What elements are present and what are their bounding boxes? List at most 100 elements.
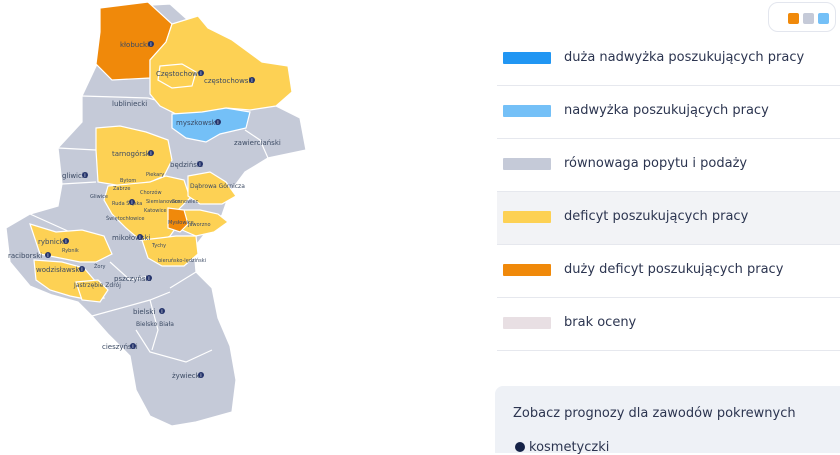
label-czestochowski: częstochowski (204, 77, 254, 85)
info-icon[interactable] (148, 150, 154, 156)
legend-label: duży deficyt poszukujących pracy (564, 262, 784, 277)
label-bierun: bieruńsko-lędziński (158, 257, 206, 264)
info-icon-glyph: i (148, 276, 149, 282)
label-zawiercianski: zawierciański (234, 139, 281, 147)
label-swietochlowice: Świętochłowice (106, 215, 144, 222)
label-zory: Żory (94, 263, 106, 270)
legend-label: deficyt poszukujących pracy (564, 209, 749, 224)
info-icon[interactable] (215, 119, 221, 125)
legend-swatch (503, 211, 551, 223)
label-zywiecki: żywiecki (172, 372, 202, 380)
legend-label: brak oceny (564, 315, 637, 330)
legend-swatch (503, 317, 551, 329)
info-pins[interactable]: i i i i i i i i i i i i i i i i (45, 41, 255, 379)
label-lubliniecki: lubliniecki (112, 100, 147, 108)
info-icon-glyph: i (217, 120, 218, 126)
label-bedzinski: będziński (170, 161, 203, 169)
label-bielsko: Bielsko Biała (136, 321, 174, 328)
info-icon[interactable] (148, 41, 154, 47)
label-sosnowiec: Sosnowiec (172, 199, 199, 205)
label-piekary: Piekary (146, 172, 164, 178)
label-dabrowa: Dąbrowa Górnicza (190, 183, 245, 190)
label-pszczynski: pszczyński (114, 275, 152, 283)
info-icon-glyph: i (81, 267, 82, 273)
info-icon[interactable] (130, 343, 136, 349)
label-wodzislawski: wodzisławski (36, 266, 81, 274)
map-region-jastrzebie[interactable] (75, 279, 109, 303)
info-icon-glyph: i (251, 78, 252, 84)
label-katowice: Katowice (144, 208, 167, 214)
related-occupations-panel: Zobacz prognozy dla zawodów pokrewnych k… (495, 386, 840, 455)
map-region-myszkowski[interactable] (171, 107, 251, 143)
legend-swatch (503, 158, 551, 170)
map-region-tychy[interactable] (141, 235, 199, 267)
label-zabrze: Zabrze (113, 186, 130, 192)
map-region-myslowice[interactable] (167, 207, 189, 233)
color-chip-orange[interactable] (788, 13, 799, 24)
legend-swatch (503, 105, 551, 117)
info-icon[interactable] (198, 372, 204, 378)
legend-item-balance[interactable]: równowaga popytu i podaży (497, 139, 840, 192)
color-chip-blue[interactable] (818, 13, 829, 24)
bullet-icon (515, 442, 525, 452)
label-jaworzno: Jaworzno (187, 222, 211, 228)
legend-swatch (503, 264, 551, 276)
related-occupation-link[interactable]: kosmetyczki (529, 440, 610, 455)
legend-item-large-deficit[interactable]: duży deficyt poszukujących pracy (497, 245, 840, 298)
related-title: Zobacz prognozy dla zawodów pokrewnych (513, 406, 796, 421)
legend-item-surplus[interactable]: nadwyżka poszukujących pracy (497, 86, 840, 139)
info-icon-glyph: i (200, 373, 201, 379)
legend-swatch (503, 52, 551, 64)
info-icon[interactable] (159, 308, 165, 314)
label-raciborski: raciborski (8, 252, 42, 260)
info-icon-glyph: i (131, 200, 132, 206)
info-icon[interactable] (79, 266, 85, 272)
label-czestochowa: Częstochowa (156, 70, 202, 78)
label-rybnik: Rybnik (62, 248, 79, 254)
label-gliwice: Gliwice (90, 194, 108, 200)
legend-item-very-high-surplus[interactable]: duża nadwyżka poszukujących pracy (497, 33, 840, 86)
info-icon-glyph: i (200, 71, 201, 77)
legend-label: duża nadwyżka poszukujących pracy (564, 50, 805, 65)
label-klobucki: kłobucki (120, 41, 149, 49)
info-icon[interactable] (198, 70, 204, 76)
info-icon-glyph: i (199, 162, 200, 168)
label-tychy: Tychy (151, 243, 166, 249)
map-region-jaworzno[interactable] (177, 209, 229, 237)
info-icon[interactable] (45, 252, 51, 258)
silesia-map: kłobucki Częstochowa częstochowski lubli… (5, 1, 307, 427)
map-region-czestochowa[interactable] (157, 63, 197, 89)
map-region-tarnogorski[interactable] (95, 125, 173, 187)
label-cieszynski: cieszyński (102, 343, 138, 351)
info-icon-glyph: i (132, 344, 133, 350)
legend-item-no-rating[interactable]: brak oceny (497, 298, 840, 351)
info-icon-glyph: i (139, 235, 140, 241)
info-icon[interactable] (146, 275, 152, 281)
legend-label: równowaga popytu i podaży (564, 156, 748, 171)
map-region-dabrowa[interactable] (187, 171, 237, 205)
label-gliwicki: gliwicki (62, 172, 88, 180)
info-icon-glyph: i (161, 309, 162, 315)
label-bytom: Bytom (120, 178, 136, 184)
info-icon-glyph: i (84, 173, 85, 179)
info-icon-glyph: i (150, 42, 151, 48)
info-icon[interactable] (63, 238, 69, 244)
label-ruda: Ruda Śląska (112, 200, 142, 207)
legend-label: nadwyżka poszukujących pracy (564, 103, 769, 118)
label-siemianowice: Siemianowice (146, 199, 181, 205)
label-chorzow: Chorzów (140, 189, 162, 196)
label-myslowice: Mysłowice (168, 220, 194, 226)
label-mikolowski: mikołowski (112, 234, 151, 242)
info-icon[interactable] (197, 161, 203, 167)
region-labels: kłobucki Częstochowa częstochowski lubli… (8, 41, 281, 380)
label-myszkowski: myszkowski (176, 119, 218, 127)
info-icon-glyph: i (47, 253, 48, 259)
info-icon[interactable] (82, 172, 88, 178)
map-region-czestochowski[interactable] (149, 15, 293, 115)
color-chip-gray[interactable] (803, 13, 814, 24)
color-scheme-toggle[interactable] (768, 2, 836, 32)
info-icon[interactable] (137, 234, 143, 240)
info-icon[interactable] (129, 199, 135, 205)
legend-item-deficit[interactable]: deficyt poszukujących pracy (497, 192, 840, 245)
info-icon[interactable] (249, 77, 255, 83)
